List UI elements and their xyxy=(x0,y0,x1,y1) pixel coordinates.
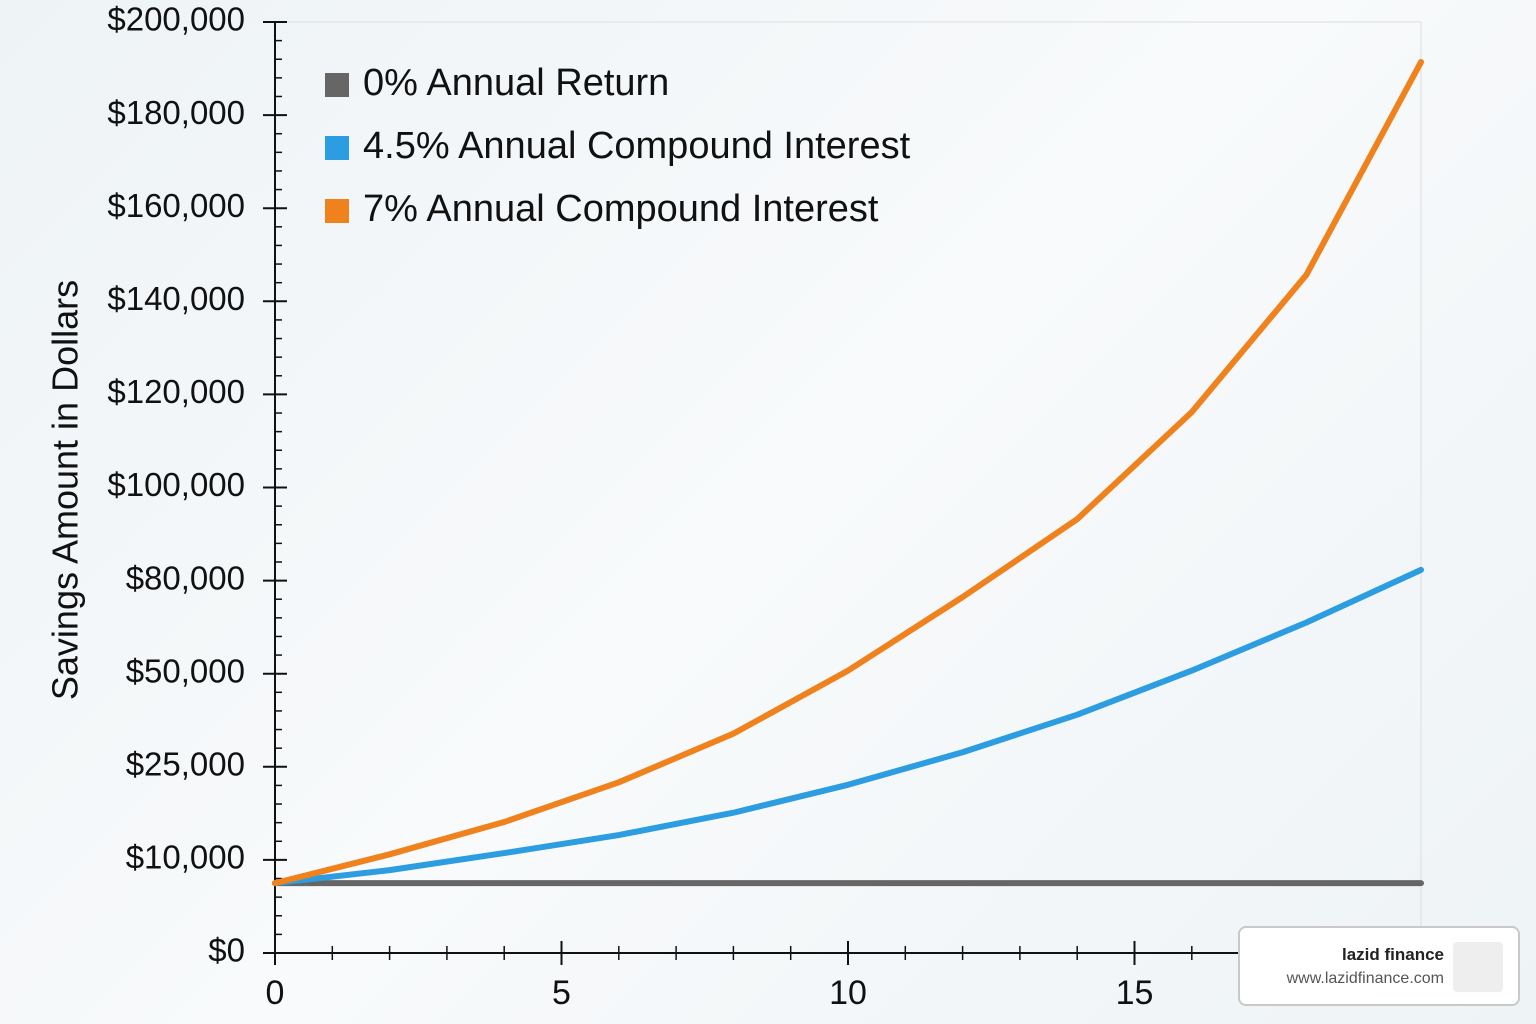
y-tick-label: $160,000 xyxy=(107,187,245,224)
legend-swatch xyxy=(325,73,349,97)
legend-label: 0% Annual Return xyxy=(363,62,669,104)
y-tick-label: $100,000 xyxy=(107,466,245,503)
watermark-title: lazid finance xyxy=(1341,945,1444,964)
series-line xyxy=(272,59,1424,887)
watermark: lazid finance www.lazidfinance.com xyxy=(1238,926,1520,1006)
y-tick-label: $120,000 xyxy=(107,373,245,410)
legend-label: 7% Annual Compound Interest xyxy=(363,188,879,230)
y-tick-label: $10,000 xyxy=(126,839,245,876)
series-line xyxy=(272,566,1424,887)
y-tick-label: $140,000 xyxy=(107,280,245,317)
y-tick-label: $50,000 xyxy=(126,652,245,689)
y-tick-label: $180,000 xyxy=(107,94,245,131)
y-tick-label: $80,000 xyxy=(126,559,245,596)
x-tick-label: 10 xyxy=(829,974,867,1012)
y-tick-label: $0 xyxy=(208,932,245,969)
watermark-url: www.lazidfinance.com xyxy=(1286,970,1444,987)
x-tick-label: 15 xyxy=(1116,974,1154,1012)
y-tick-label: $200,000 xyxy=(107,1,245,38)
y-tick-label: $25,000 xyxy=(126,746,245,783)
y-axis-label: Savings Amount in Dollars xyxy=(45,280,86,700)
x-tick-label: 5 xyxy=(552,974,571,1012)
legend-swatch xyxy=(325,199,349,223)
legend-label: 4.5% Annual Compound Interest xyxy=(363,125,911,167)
watermark-icon xyxy=(1453,942,1503,992)
x-tick-label: 0 xyxy=(266,974,285,1012)
legend-swatch xyxy=(325,136,349,160)
